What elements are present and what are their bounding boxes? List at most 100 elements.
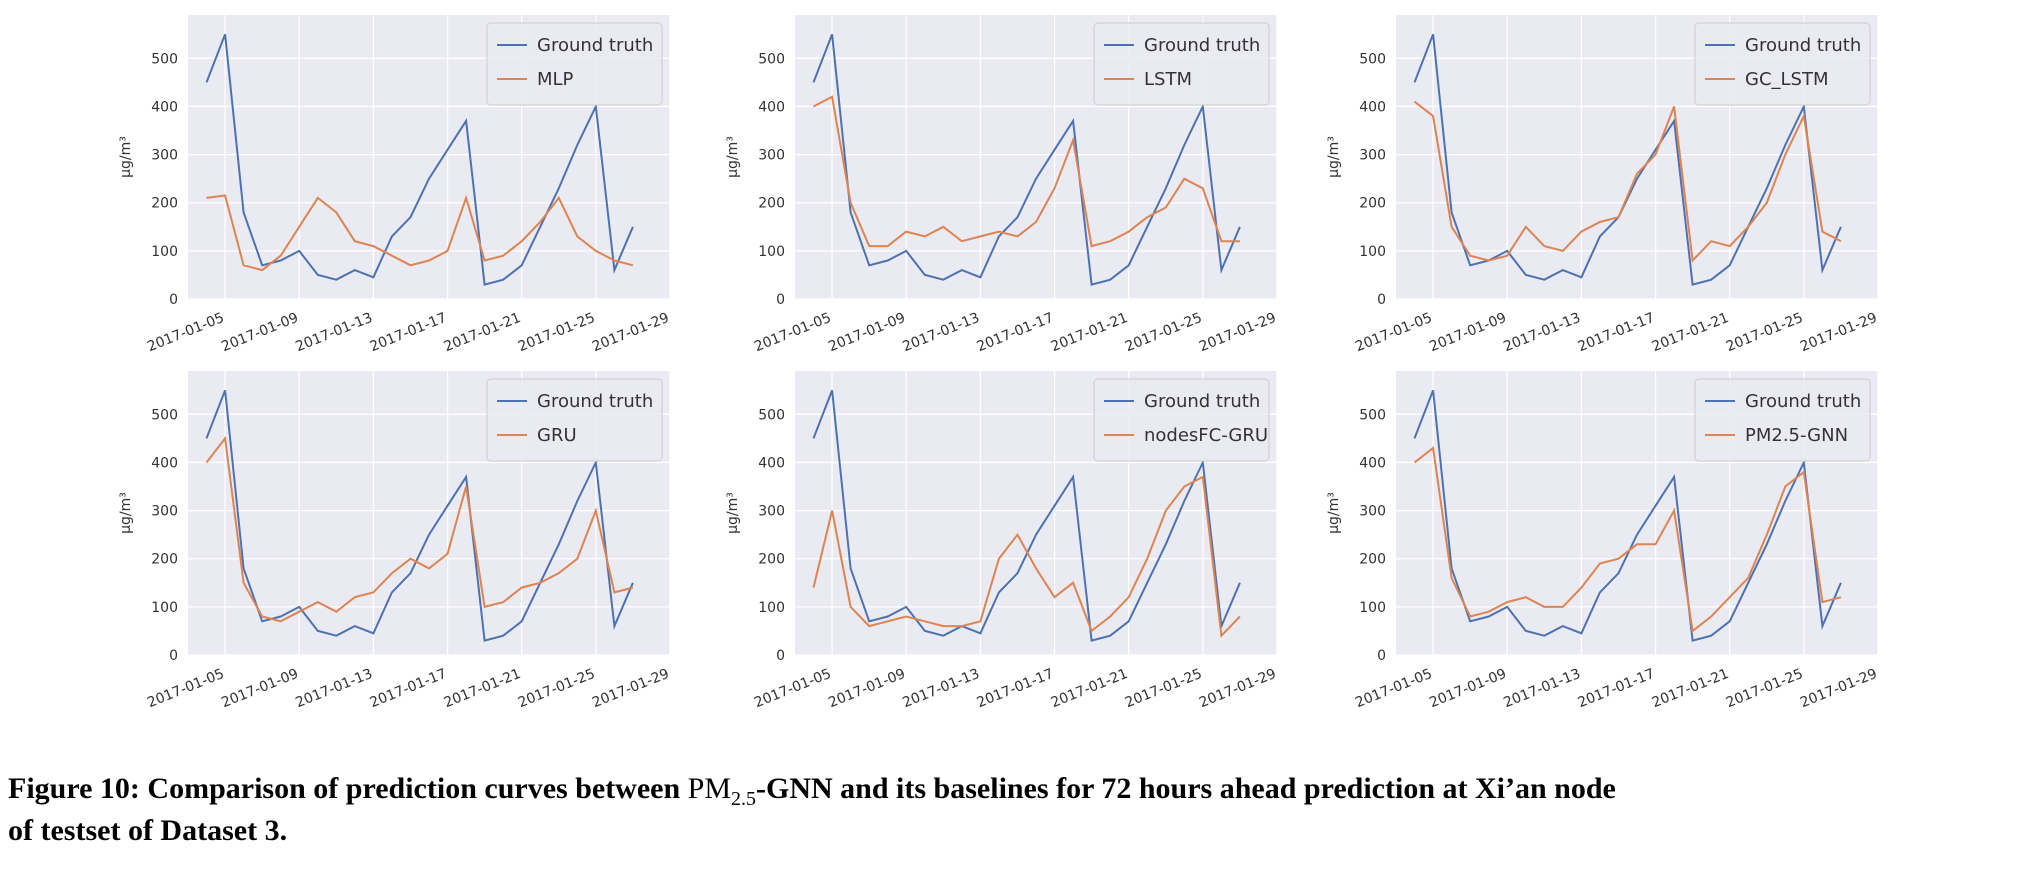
y-axis-label: μg/m³ xyxy=(1326,492,1342,534)
legend-label: LSTM xyxy=(1144,69,1192,90)
y-tick-label: 100 xyxy=(1359,600,1386,616)
y-tick-label: 400 xyxy=(151,455,178,471)
series-line xyxy=(1413,100,1842,263)
legend-label: Ground truth xyxy=(537,391,653,412)
caption-line-2: of testset of Dataset 3. xyxy=(8,814,288,847)
x-tick-label: 2017-01-09 xyxy=(1427,666,1508,711)
caption-line-1: Figure 10: Comparison of prediction curv… xyxy=(8,772,1616,811)
x-tick-label: 2017-01-25 xyxy=(1724,666,1805,711)
x-tick-label: 2017-01-21 xyxy=(442,666,523,711)
x-tick-label: 2017-01-17 xyxy=(368,666,449,711)
series-line xyxy=(1413,389,1842,642)
y-tick-label: 200 xyxy=(758,552,785,568)
y-tick-label: 400 xyxy=(1359,455,1386,471)
y-tick-label: 0 xyxy=(1377,292,1386,308)
x-tick-label: 2017-01-29 xyxy=(590,310,671,355)
y-tick-label: 0 xyxy=(776,648,785,664)
x-tick-label: 2017-01-13 xyxy=(293,666,374,711)
y-tick-label: 500 xyxy=(151,51,178,67)
y-tick-label: 200 xyxy=(758,196,785,212)
x-tick-label: 2017-01-21 xyxy=(1049,310,1130,355)
y-tick-label: 400 xyxy=(758,99,785,115)
x-tick-label: 2017-01-17 xyxy=(368,310,449,355)
y-axis-label: μg/m³ xyxy=(725,136,741,178)
x-tick-label: 2017-01-05 xyxy=(1353,310,1434,355)
x-tick-label: 2017-01-09 xyxy=(826,666,907,711)
legend-label: Ground truth xyxy=(537,35,653,56)
x-tick-label: 2017-01-13 xyxy=(1501,310,1582,355)
legend-box xyxy=(1694,378,1871,462)
y-tick-label: 200 xyxy=(151,196,178,212)
y-tick-label: 300 xyxy=(758,504,785,520)
legend-box xyxy=(1093,378,1270,462)
legend-label: Ground truth xyxy=(1745,35,1861,56)
legend-box xyxy=(1093,22,1270,106)
series-line xyxy=(812,475,1241,638)
y-tick-label: 300 xyxy=(758,148,785,164)
legend-box xyxy=(486,22,663,106)
y-tick-label: 100 xyxy=(758,244,785,260)
y-axis-label: μg/m³ xyxy=(118,492,134,534)
x-tick-label: 2017-01-09 xyxy=(219,666,300,711)
y-tick-label: 200 xyxy=(1359,196,1386,212)
y-tick-label: 0 xyxy=(776,292,785,308)
x-tick-label: 2017-01-09 xyxy=(826,310,907,355)
series-line xyxy=(813,95,1240,248)
x-tick-label: 2017-01-13 xyxy=(900,666,981,711)
caption-prefix: Figure 10: Comparison of prediction curv… xyxy=(8,772,688,805)
x-tick-label: 2017-01-17 xyxy=(975,666,1056,711)
x-tick-label: 2017-01-29 xyxy=(1798,666,1879,711)
y-tick-label: 200 xyxy=(1359,552,1386,568)
x-tick-label: 2017-01-09 xyxy=(1427,310,1508,355)
y-axis-label: μg/m³ xyxy=(118,136,134,178)
y-tick-label: 500 xyxy=(758,407,785,423)
y-tick-label: 500 xyxy=(1359,51,1386,67)
x-tick-label: 2017-01-29 xyxy=(590,666,671,711)
series-line xyxy=(205,435,634,623)
y-tick-label: 300 xyxy=(151,148,178,164)
x-tick-label: 2017-01-05 xyxy=(1353,666,1434,711)
y-tick-label: 100 xyxy=(758,600,785,616)
x-tick-label: 2017-01-25 xyxy=(1123,666,1204,711)
y-tick-label: 500 xyxy=(151,407,178,423)
series-line xyxy=(812,33,1241,286)
caption-rest: -GNN and its baselines for 72 hours ahea… xyxy=(756,772,1616,805)
legend-label: GC_LSTM xyxy=(1745,69,1829,90)
y-tick-label: 400 xyxy=(758,455,785,471)
y-tick-label: 100 xyxy=(151,600,178,616)
x-tick-label: 2017-01-05 xyxy=(145,310,226,355)
y-tick-label: 500 xyxy=(1359,407,1386,423)
series-line xyxy=(812,389,1241,642)
series-line xyxy=(205,33,634,286)
x-tick-label: 2017-01-25 xyxy=(1123,310,1204,355)
y-tick-label: 300 xyxy=(151,504,178,520)
y-tick-label: 300 xyxy=(1359,148,1386,164)
x-tick-label: 2017-01-21 xyxy=(1650,310,1731,355)
x-tick-label: 2017-01-25 xyxy=(516,310,597,355)
x-tick-label: 2017-01-13 xyxy=(900,310,981,355)
y-tick-label: 500 xyxy=(758,51,785,67)
legend-label: PM2.5-GNN xyxy=(1745,425,1848,446)
x-tick-label: 2017-01-05 xyxy=(752,666,833,711)
caption-sub: 2.5 xyxy=(731,788,757,810)
legend-label: GRU xyxy=(537,425,577,446)
legend-box xyxy=(486,378,663,462)
x-tick-label: 2017-01-25 xyxy=(516,666,597,711)
y-tick-label: 0 xyxy=(169,292,178,308)
x-tick-label: 2017-01-17 xyxy=(1576,666,1657,711)
series-line xyxy=(1413,446,1842,633)
y-axis-label: μg/m³ xyxy=(725,492,741,534)
x-tick-label: 2017-01-25 xyxy=(1724,310,1805,355)
x-tick-label: 2017-01-17 xyxy=(975,310,1056,355)
x-tick-label: 2017-01-17 xyxy=(1576,310,1657,355)
y-tick-label: 100 xyxy=(1359,244,1386,260)
y-tick-label: 400 xyxy=(1359,99,1386,115)
y-axis-label: μg/m³ xyxy=(1326,136,1342,178)
legend-box xyxy=(1694,22,1871,106)
legend-label: Ground truth xyxy=(1144,391,1260,412)
figure: 01002003004005002017-01-052017-01-092017… xyxy=(118,15,1879,711)
x-tick-label: 2017-01-21 xyxy=(442,310,523,355)
y-tick-label: 200 xyxy=(151,552,178,568)
x-tick-label: 2017-01-29 xyxy=(1798,310,1879,355)
